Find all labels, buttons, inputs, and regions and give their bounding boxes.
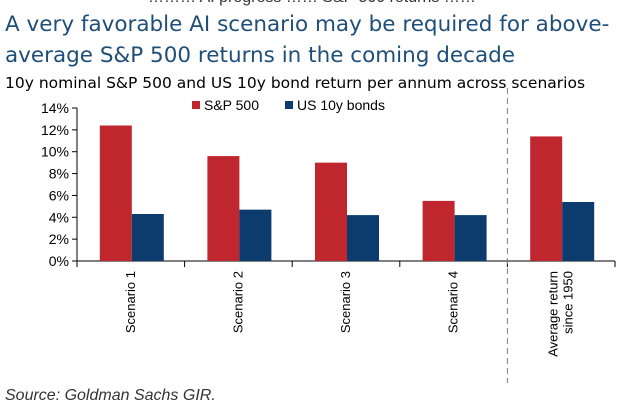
category-label: since 1950 <box>561 271 576 334</box>
y-tick-label: 12% <box>41 122 69 138</box>
bar-us-10y-bonds <box>454 215 487 261</box>
source-note: Source: Goldman Sachs GIR. <box>5 387 216 404</box>
category-label: Scenario 2 <box>230 271 245 333</box>
cropped-heading-fragment: ……… AI progress …… S&P 500 returns …… <box>0 0 640 6</box>
bar-us-10y-bonds <box>562 201 595 261</box>
legend-sp500-label: S&P 500 <box>204 97 259 113</box>
y-tick-label: 6% <box>49 187 69 203</box>
bar-sp500 <box>530 136 563 261</box>
legend-us-10y-bonds-swatch <box>285 101 293 109</box>
category-label: Average return <box>546 271 561 357</box>
bar-sp500 <box>207 156 240 261</box>
legend-us-10y-bonds-label: US 10y bonds <box>297 97 385 113</box>
y-tick-label: 4% <box>49 209 69 225</box>
y-tick-label: 8% <box>49 166 69 182</box>
y-tick-label: 2% <box>49 231 69 247</box>
page-title: A very favorable AI scenario may be requ… <box>5 12 610 68</box>
bar-sp500 <box>315 162 347 261</box>
bar-sp500 <box>422 200 455 261</box>
category-label: Scenario 1 <box>123 271 138 333</box>
y-tick-label: 10% <box>41 144 69 160</box>
legend-sp500-swatch <box>192 101 200 109</box>
y-tick-label: 14% <box>41 100 69 116</box>
bar-us-10y-bonds <box>347 215 379 261</box>
bar-us-10y-bonds <box>131 214 164 261</box>
chart-subtitle: 10y nominal S&P 500 and US 10y bond retu… <box>5 74 586 92</box>
bar-us-10y-bonds <box>239 209 272 261</box>
bar-sp500 <box>99 125 132 261</box>
y-tick-label: 0% <box>49 253 69 269</box>
category-label: Scenario 4 <box>446 271 461 333</box>
category-label: Scenario 3 <box>338 271 353 333</box>
